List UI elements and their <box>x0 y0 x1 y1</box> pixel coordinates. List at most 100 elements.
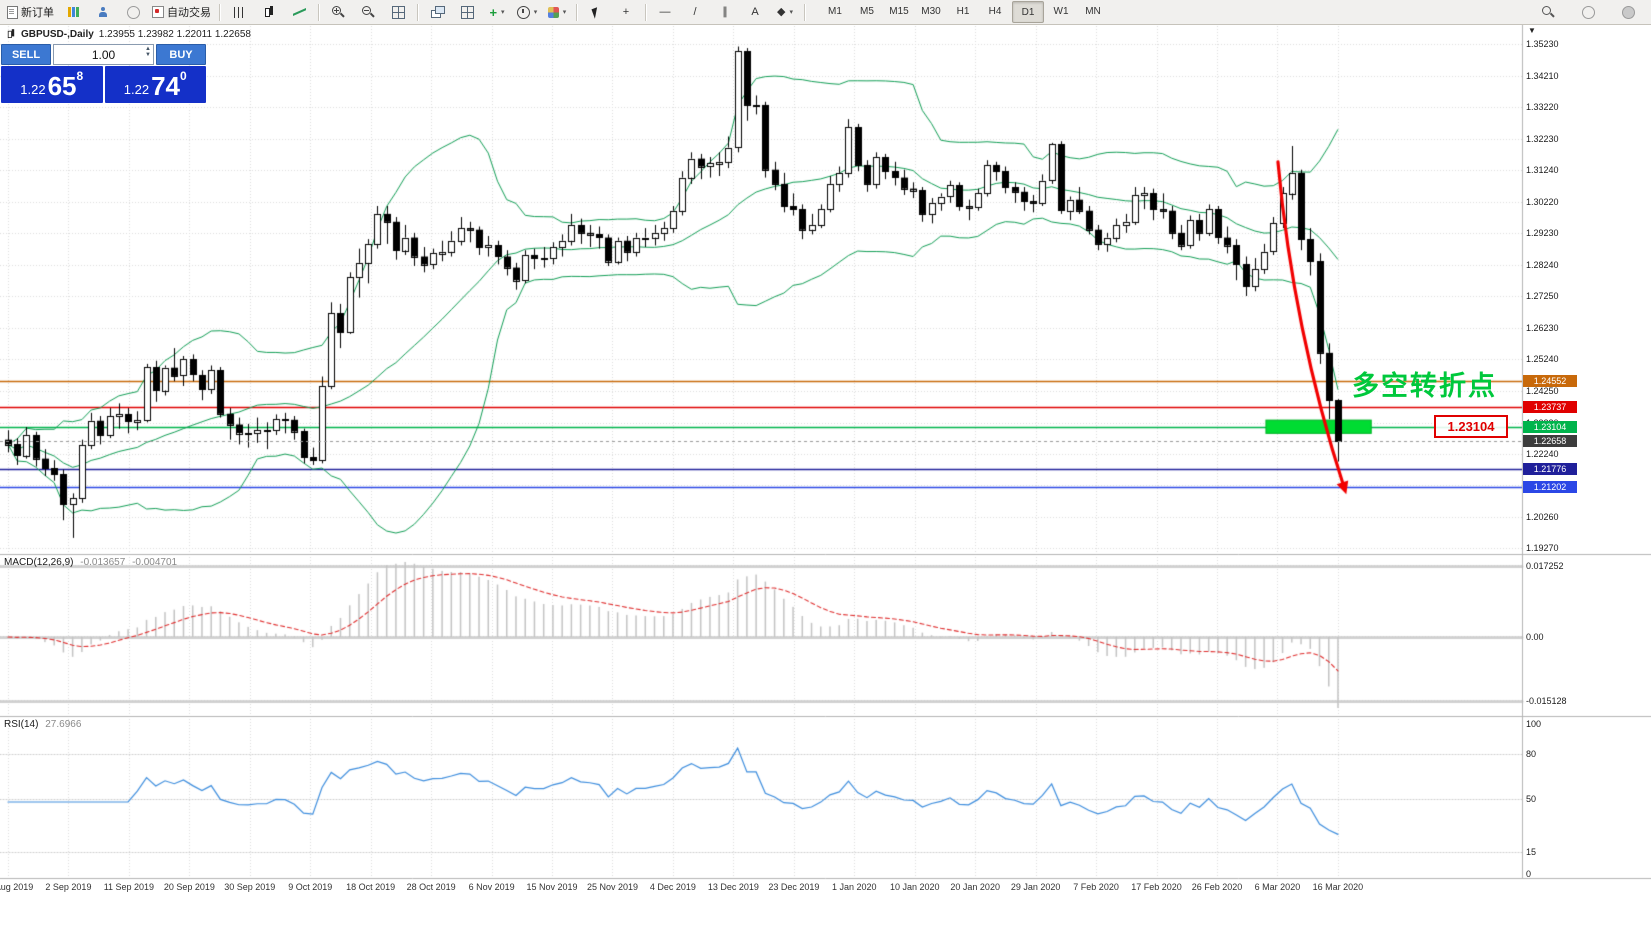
date-axis-label: 4 Dec 2019 <box>649 882 696 892</box>
timeframe-m5-button[interactable]: M5 <box>860 5 874 17</box>
price-axis-tick: 1.27250 <box>1526 291 1559 301</box>
price-annotation-box[interactable]: 1.23104 <box>1434 415 1508 438</box>
account-button[interactable] <box>1614 2 1642 22</box>
channel-button[interactable]: ∥ <box>711 2 739 22</box>
timeframe-h1-button[interactable]: H1 <box>956 5 970 17</box>
sell-button[interactable]: SELL <box>1 44 51 65</box>
tile-windows-button[interactable] <box>384 2 412 22</box>
macd-indicator-label: MACD(12,26,9) -0.013657 -0.004701 <box>4 557 177 568</box>
dropdown-caret-icon: ▾ <box>533 9 538 16</box>
auto-trading-button[interactable]: 自动交易 <box>149 2 214 22</box>
date-axis-label: 28 Oct 2019 <box>406 882 456 892</box>
date-axis-label: 6 Mar 2020 <box>1254 882 1301 892</box>
price-axis-tick: 1.28240 <box>1526 259 1559 270</box>
price-axis-tick: 1.22240 <box>1526 449 1559 460</box>
candlestick-type-button[interactable] <box>255 2 283 22</box>
periods-button[interactable]: ▾ <box>513 2 541 22</box>
toolbar-separator <box>804 3 805 21</box>
macd-name: MACD(12,26,9) <box>4 557 74 568</box>
crosshair-button[interactable]: + <box>612 2 640 22</box>
bar-chart-type-button[interactable] <box>225 2 253 22</box>
ohlc-bars-icon <box>233 6 245 18</box>
new-order-icon <box>7 5 18 19</box>
buy-price-point: 0 <box>180 69 187 83</box>
candlestick-icon <box>264 6 274 18</box>
price-axis-tick: 1.25240 <box>1526 354 1559 365</box>
date-axis-label: 17 Feb 2020 <box>1131 882 1182 892</box>
community-icon[interactable] <box>119 2 147 22</box>
templates-button[interactable]: ▾ <box>543 2 571 22</box>
timeframe-m30-button[interactable]: M30 <box>921 5 941 17</box>
buy-price-button[interactable]: 1.22 74 0 <box>104 66 206 103</box>
toolbar-right-group <box>1533 2 1643 22</box>
shapes-button[interactable]: ◆ ▾ <box>771 2 799 22</box>
tile-windows-icon <box>391 5 405 19</box>
date-axis-label: 6 Nov 2019 <box>468 882 515 892</box>
turning-point-annotation[interactable]: 多空转折点 <box>1352 371 1497 401</box>
zoom-in-button[interactable] <box>324 2 352 22</box>
date-axis-label: 16 Mar 2020 <box>1312 882 1364 892</box>
date-axis-label: 10 Jan 2020 <box>889 882 940 892</box>
macd-main-value: -0.013657 <box>80 557 126 568</box>
help-button[interactable] <box>1574 2 1602 22</box>
date-axis-label: 29 Jan 2020 <box>1010 882 1061 892</box>
rsi-indicator-label: RSI(14) 27.6966 <box>4 719 81 730</box>
rsi-axis-label: 15 <box>1526 846 1537 857</box>
trade-panel-top-row: SELL 1.00 ▲ ▼ BUY <box>1 44 206 65</box>
charts-icon[interactable] <box>59 2 87 22</box>
buy-button[interactable]: BUY <box>156 44 206 65</box>
line-chart-type-button[interactable] <box>285 2 313 22</box>
timeframe-w1-button[interactable]: W1 <box>1053 5 1069 17</box>
cursor-button[interactable] <box>582 2 610 22</box>
timeframe-h4-button[interactable]: H4 <box>988 5 1002 17</box>
toolbar: 新订单 自动交易 + ▾ ▾ ▾ + <box>0 0 1651 25</box>
timeframe-mn-button[interactable]: MN <box>1085 5 1101 17</box>
current-price-label: 1.22658 <box>1523 435 1577 447</box>
arrange-windows-button[interactable] <box>453 2 481 22</box>
sell-price-button[interactable]: 1.22 65 8 <box>1 66 103 103</box>
cursor-icon <box>591 7 601 19</box>
line-chart-icon <box>293 7 306 17</box>
date-axis-label: 26 Feb 2020 <box>1191 882 1243 892</box>
price-axis-tick: 1.24250 <box>1526 385 1559 396</box>
timeframe-m15-button[interactable]: M15 <box>889 5 909 17</box>
horizontal-line-button[interactable]: — <box>651 2 679 22</box>
add-indicator-icon: + <box>489 4 498 20</box>
profile-icon[interactable] <box>89 2 117 22</box>
macd-signal-value: -0.004701 <box>132 557 178 568</box>
timeframe-d1-button[interactable]: D1 <box>1012 1 1044 23</box>
zoom-out-button[interactable] <box>354 2 382 22</box>
buy-price-pips: 74 <box>151 71 181 101</box>
lot-decrease-button[interactable]: ▼ <box>145 52 151 58</box>
search-icon <box>1541 5 1555 19</box>
toolbar-separator <box>576 3 577 21</box>
cascade-windows-button[interactable] <box>423 2 451 22</box>
lot-size-field[interactable]: 1.00 ▲ ▼ <box>53 44 154 65</box>
new-order-button[interactable]: 新订单 <box>4 2 57 22</box>
sell-price-main: 1.22 <box>20 82 46 98</box>
price-line-label[interactable]: 1.23104 <box>1523 420 1577 433</box>
search-button[interactable] <box>1534 2 1562 22</box>
trade-panel-price-row: 1.22 65 8 1.22 74 0 <box>1 66 206 103</box>
arrange-windows-icon <box>460 5 474 19</box>
price-line-label[interactable]: 1.23737 <box>1523 400 1577 413</box>
price-line-label[interactable]: 1.24552 <box>1523 375 1577 388</box>
circle-icon <box>126 5 140 19</box>
crosshair-icon: + <box>622 5 630 18</box>
price-line-label[interactable]: 1.21776 <box>1523 462 1577 475</box>
trendline-button[interactable]: / <box>681 2 709 22</box>
cascade-windows-icon <box>430 6 445 18</box>
text-tool-button[interactable]: A <box>741 2 769 22</box>
dropdown-caret-icon: ▾ <box>501 9 505 16</box>
date-axis-label: 15 Nov 2019 <box>526 882 578 892</box>
timeframe-m1-button[interactable]: M1 <box>828 5 842 17</box>
lot-increase-button[interactable]: ▲ <box>145 46 151 52</box>
timeframe-group: M1 M5 M15 M30 H1 H4 D1 W1 MN <box>819 1 1109 23</box>
chevron-down-icon[interactable]: ▼ <box>1528 26 1536 35</box>
sell-price-point: 8 <box>76 69 84 83</box>
rsi-name: RSI(14) <box>4 719 39 730</box>
price-line-label[interactable]: 1.21202 <box>1523 480 1577 493</box>
indicators-button[interactable]: + ▾ <box>483 2 511 22</box>
